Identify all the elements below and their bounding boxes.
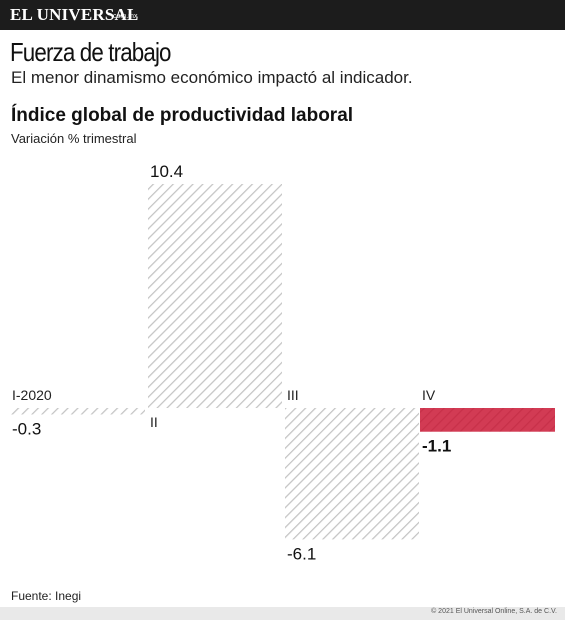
chart-subtitle: Variación % trimestral [11, 131, 137, 146]
copyright-text: © 2021 El Universal Online, S.A. de C.V. [431, 608, 557, 615]
bottom-bar: © 2021 El Universal Online, S.A. de C.V. [0, 607, 565, 620]
bar-3 [285, 408, 419, 540]
chart-labels: I-2020 -0.3 II 10.4 III -6.1 IV -1.1 [12, 162, 451, 563]
chart-bars [10, 184, 555, 540]
category-label-4: IV [422, 387, 436, 403]
category-label-2: II [150, 414, 158, 430]
value-label-2: 10.4 [150, 162, 183, 181]
value-label-4: -1.1 [422, 437, 451, 456]
category-label-3: III [287, 387, 299, 403]
value-label-1: -0.3 [12, 419, 41, 438]
bar-4-texture [420, 408, 555, 432]
category-label-1: I-2020 [12, 387, 52, 403]
bar-2 [148, 184, 282, 408]
top-bar: EL UNIVERSAL com.mx [0, 0, 565, 30]
bar-1 [10, 408, 145, 415]
page-title: Fuerza de trabajo [10, 37, 172, 67]
brand-logo: EL UNIVERSAL [10, 5, 139, 24]
brand-logo-suffix: com.mx [113, 13, 138, 20]
page-subtitle: El menor dinamismo económico impactó al … [11, 68, 413, 87]
value-label-3: -6.1 [287, 544, 316, 563]
chart-title: Índice global de productividad laboral [11, 105, 354, 126]
source-note: Fuente: Inegi [11, 589, 82, 603]
bar-chart: I-2020 -0.3 II 10.4 III -6.1 IV -1.1 [10, 162, 555, 563]
